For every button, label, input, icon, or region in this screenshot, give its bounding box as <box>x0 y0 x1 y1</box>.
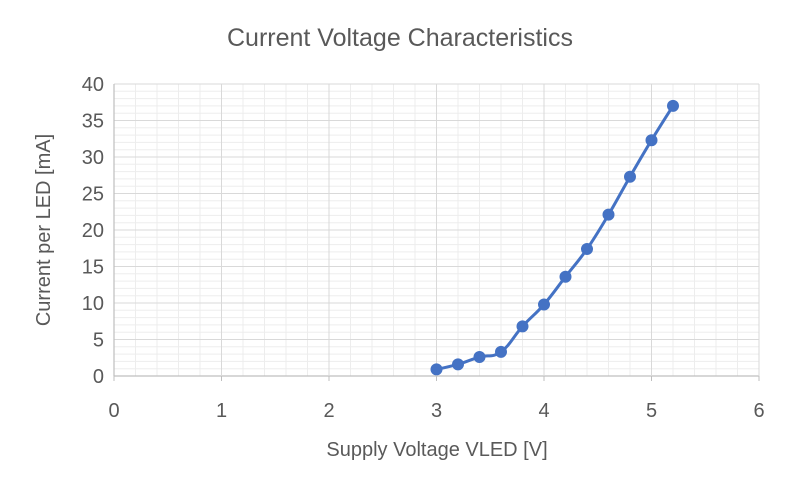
x-tick-label: 6 <box>753 400 764 422</box>
y-tick-label: 20 <box>82 220 104 242</box>
data-point-marker <box>645 134 658 147</box>
y-tick-label: 0 <box>93 366 104 388</box>
data-point-marker <box>473 351 486 364</box>
data-point-marker <box>624 170 636 183</box>
data-point-marker <box>452 358 464 371</box>
x-tick-label: 1 <box>216 400 227 422</box>
x-tick-label: 5 <box>646 400 657 422</box>
y-tick-label: 10 <box>82 293 104 315</box>
chart-title: Current Voltage Characteristics <box>227 24 573 52</box>
tick-labels: 0 5 10 15 20 25 30 35 40 0 1 2 3 4 5 6 <box>82 74 765 422</box>
y-tick-label: 35 <box>82 111 104 133</box>
x-tick-label: 4 <box>538 400 549 422</box>
y-axis-title: Current per LED [mA] <box>33 134 55 326</box>
y-tick-label: 30 <box>82 147 104 169</box>
y-tick-label: 25 <box>82 184 104 206</box>
data-point-marker <box>538 298 550 311</box>
data-point-marker <box>667 99 679 112</box>
y-tick-label: 5 <box>93 330 104 352</box>
major-gridlines <box>113 83 760 381</box>
data-point-marker <box>559 270 572 283</box>
data-point-marker <box>430 363 443 376</box>
data-series <box>430 99 679 376</box>
data-point-marker <box>581 242 593 255</box>
data-point-marker <box>516 320 529 333</box>
y-tick-label: 15 <box>82 257 104 279</box>
y-tick-label: 40 <box>82 74 104 96</box>
data-point-marker <box>495 345 507 358</box>
x-tick-label: 3 <box>431 400 442 422</box>
x-tick-label: 2 <box>323 400 334 422</box>
x-axis-title: Supply Voltage VLED [V] <box>326 439 547 461</box>
data-point-marker <box>602 208 615 221</box>
x-tick-label: 0 <box>108 400 119 422</box>
